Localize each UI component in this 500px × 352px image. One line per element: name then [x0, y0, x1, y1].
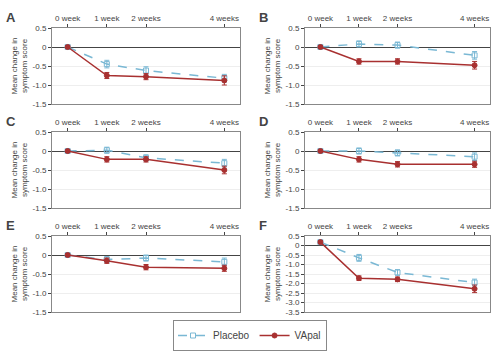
svg-text:-0.5: -0.5	[286, 251, 300, 260]
svg-text:1 week: 1 week	[346, 118, 372, 127]
svg-text:0 week: 0 week	[308, 222, 334, 231]
svg-text:-1.5: -1.5	[33, 100, 47, 109]
svg-text:4 weeks: 4 weeks	[210, 222, 239, 231]
svg-text:-1.5: -1.5	[33, 204, 47, 213]
svg-text:-0.5: -0.5	[33, 62, 47, 71]
svg-text:0.5: 0.5	[35, 24, 47, 33]
svg-text:4 weeks: 4 weeks	[460, 14, 489, 23]
svg-text:-1.5: -1.5	[286, 204, 300, 213]
svg-text:1 week: 1 week	[346, 14, 372, 23]
svg-text:-1.0: -1.0	[286, 260, 300, 269]
svg-text:A: A	[6, 10, 16, 25]
svg-text:F: F	[259, 218, 267, 233]
svg-text:-0.5: -0.5	[33, 270, 47, 279]
svg-text:-3.5: -3.5	[286, 308, 300, 317]
svg-text:E: E	[6, 218, 15, 233]
svg-text:-1.5: -1.5	[286, 100, 300, 109]
svg-text:2 weeks: 2 weeks	[131, 14, 160, 23]
svg-text:0: 0	[295, 147, 300, 156]
svg-text:2 weeks: 2 weeks	[383, 118, 412, 127]
svg-text:0 week: 0 week	[308, 14, 334, 23]
svg-text:-1.5: -1.5	[33, 308, 47, 317]
svg-text:Mean change insymptom score: Mean change insymptom score	[10, 38, 29, 95]
svg-text:Mean change insymptom score: Mean change insymptom score	[263, 142, 282, 199]
svg-text:0 week: 0 week	[55, 118, 81, 127]
svg-text:0 week: 0 week	[55, 222, 81, 231]
svg-text:0: 0	[42, 251, 47, 260]
svg-text:0: 0	[295, 43, 300, 52]
svg-text:Mean change insymptom score: Mean change insymptom score	[263, 38, 282, 95]
svg-text:4 weeks: 4 weeks	[460, 118, 489, 127]
svg-text:0 week: 0 week	[308, 118, 334, 127]
svg-text:VApal: VApal	[295, 330, 321, 341]
svg-text:1 week: 1 week	[94, 14, 120, 23]
svg-text:0: 0	[42, 43, 47, 52]
svg-text:0.5: 0.5	[35, 128, 47, 137]
svg-text:B: B	[259, 10, 268, 25]
svg-text:-1.0: -1.0	[33, 185, 47, 194]
svg-text:2 weeks: 2 weeks	[383, 14, 412, 23]
svg-text:2 weeks: 2 weeks	[131, 222, 160, 231]
svg-text:-1.0: -1.0	[286, 81, 300, 90]
svg-text:Mean change insymptom score: Mean change insymptom score	[10, 142, 29, 199]
svg-text:C: C	[6, 114, 16, 129]
svg-text:-1.0: -1.0	[33, 81, 47, 90]
svg-text:0.5: 0.5	[288, 24, 300, 33]
svg-text:-1.0: -1.0	[33, 289, 47, 298]
svg-text:1 week: 1 week	[94, 222, 120, 231]
svg-text:-2.5: -2.5	[286, 289, 300, 298]
svg-text:D: D	[259, 114, 268, 129]
svg-text:0 week: 0 week	[55, 14, 81, 23]
svg-text:0.5: 0.5	[288, 232, 300, 241]
svg-text:-1.0: -1.0	[286, 185, 300, 194]
svg-text:Mean change insymptom score: Mean change insymptom score	[10, 246, 29, 303]
svg-text:2 weeks: 2 weeks	[383, 222, 412, 231]
svg-text:0: 0	[295, 241, 300, 250]
svg-text:1 week: 1 week	[94, 118, 120, 127]
svg-text:4 weeks: 4 weeks	[460, 222, 489, 231]
svg-text:-0.5: -0.5	[286, 166, 300, 175]
svg-text:4 weeks: 4 weeks	[210, 14, 239, 23]
svg-text:Placebo: Placebo	[213, 330, 250, 341]
svg-text:-0.5: -0.5	[33, 166, 47, 175]
svg-text:2 weeks: 2 weeks	[131, 118, 160, 127]
svg-text:Mean change insymptom score: Mean change insymptom score	[263, 246, 282, 303]
svg-text:4 weeks: 4 weeks	[210, 118, 239, 127]
svg-text:-0.5: -0.5	[286, 62, 300, 71]
svg-text:-1.5: -1.5	[286, 270, 300, 279]
svg-text:1 week: 1 week	[346, 222, 372, 231]
svg-text:0.5: 0.5	[35, 232, 47, 241]
svg-text:0: 0	[42, 147, 47, 156]
svg-text:-2.0: -2.0	[286, 279, 300, 288]
svg-text:0.5: 0.5	[288, 128, 300, 137]
svg-text:-3.0: -3.0	[286, 298, 300, 307]
